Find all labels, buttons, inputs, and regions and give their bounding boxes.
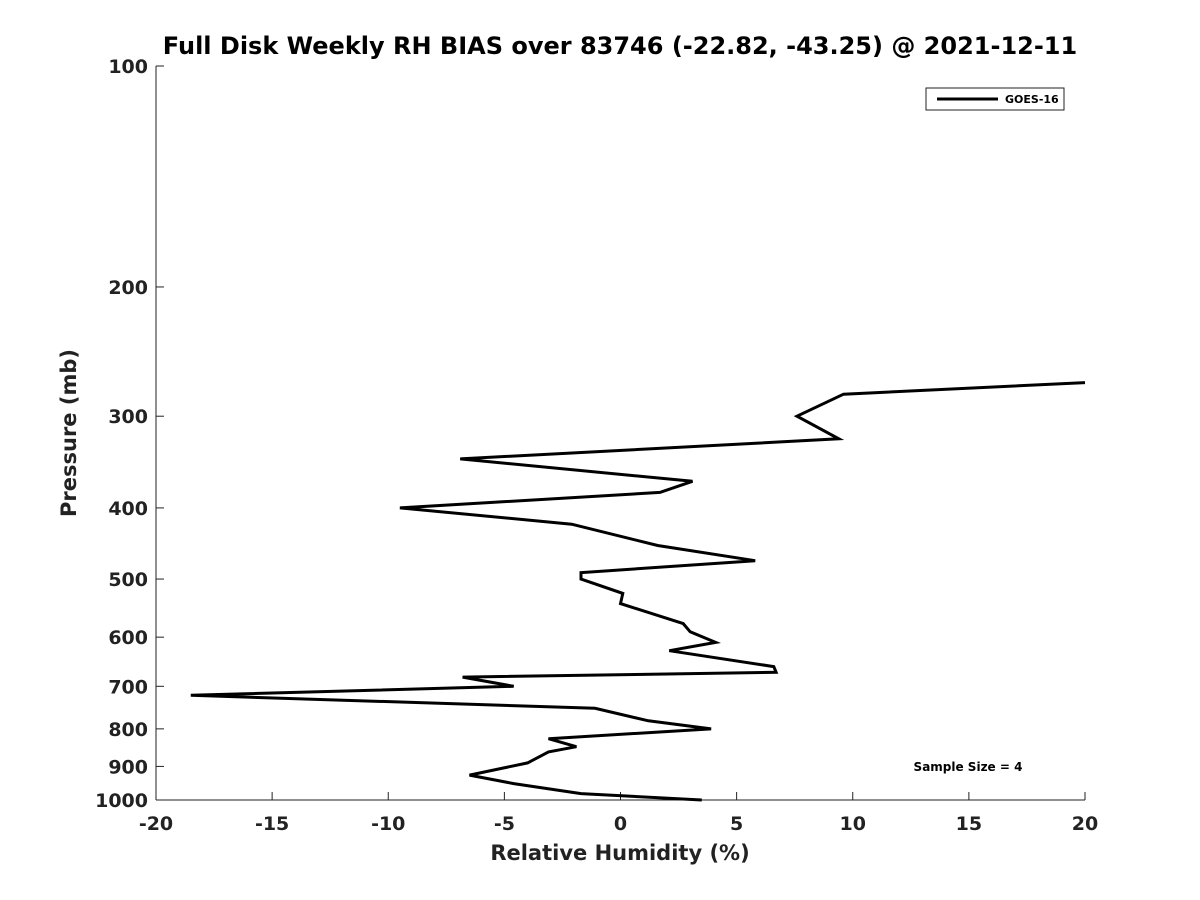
y-ticks: 100 200 300 400 500 600 700 800 900 1000 xyxy=(95,56,164,812)
x-tick-label: 20 xyxy=(1072,813,1098,835)
x-tick-label: -15 xyxy=(255,813,289,835)
x-tick-label: -20 xyxy=(139,813,173,835)
y-tick-label: 400 xyxy=(108,498,148,520)
y-tick-label: 600 xyxy=(108,627,148,649)
x-tick-label: 0 xyxy=(614,813,627,835)
x-tick-label: -5 xyxy=(494,813,515,835)
sample-size-annotation: Sample Size = 4 xyxy=(914,760,1023,774)
y-tick-label: 1000 xyxy=(95,790,148,812)
y-tick-label: 500 xyxy=(108,569,148,591)
x-tick-label: 5 xyxy=(730,813,743,835)
series-layer xyxy=(190,381,1086,802)
y-tick-label: 800 xyxy=(108,719,148,741)
y-tick-label: 300 xyxy=(108,406,148,428)
legend: GOES-16 xyxy=(925,87,1065,111)
series-line-goes-16 xyxy=(190,381,1086,802)
plot-area: -20 -15 -10 -5 0 5 10 15 20 100 200 300 400 500 600 70… xyxy=(95,56,1098,835)
y-tick-label: 900 xyxy=(108,756,148,778)
x-tick-label: 10 xyxy=(840,813,866,835)
x-tick-label: -10 xyxy=(371,813,405,835)
chart-title: Full Disk Weekly RH BIAS over 83746 (-22… xyxy=(163,32,1077,60)
y-axis-label: Pressure (mb) xyxy=(57,349,81,517)
y-tick-label: 100 xyxy=(108,56,148,78)
x-ticks: -20 -15 -10 -5 0 5 10 15 20 xyxy=(139,792,1098,835)
x-tick-label: 15 xyxy=(956,813,982,835)
y-tick-label: 700 xyxy=(108,676,148,698)
x-axis-label: Relative Humidity (%) xyxy=(490,841,749,865)
legend-label: GOES-16 xyxy=(1005,93,1059,106)
y-tick-label: 200 xyxy=(108,277,148,299)
